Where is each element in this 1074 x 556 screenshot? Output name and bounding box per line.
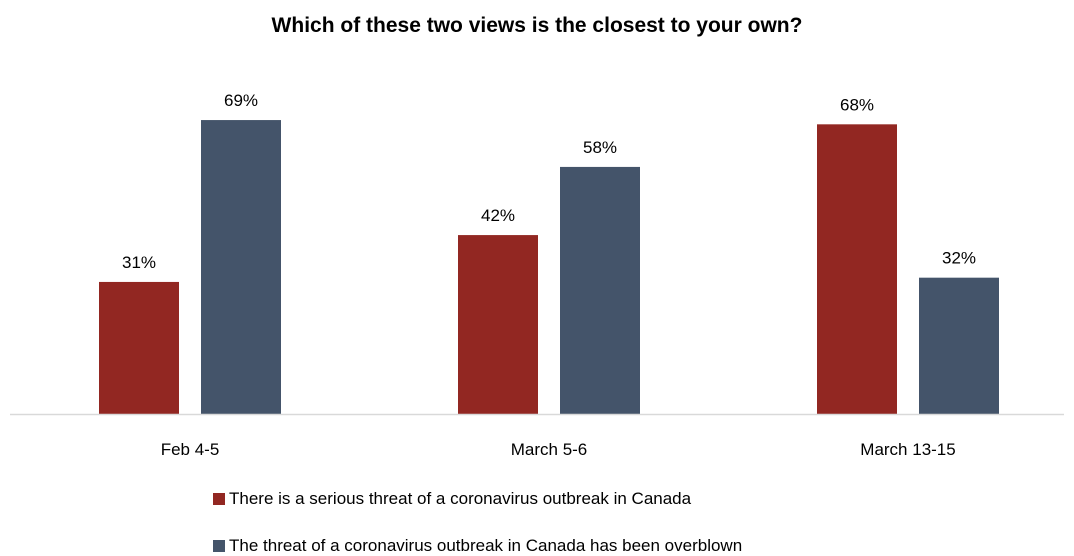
bar-chart: 31% 69% Feb 4-5 42% 58% March 5-6 68% 32% March …: [10, 91, 1064, 459]
x-tick-label-feb-4-5: Feb 4-5: [161, 440, 220, 459]
legend-swatch-serious-threat: [213, 493, 225, 505]
bar-series-0-march-5-6: [458, 235, 538, 414]
legend-label-serious-threat: There is a serious threat of a coronavir…: [229, 489, 692, 508]
x-tick-label-march-13-15: March 13-15: [860, 440, 955, 459]
bar-series-1-march-13-15: [919, 277, 999, 414]
data-label-series-1-march-13-15: 32%: [942, 249, 976, 268]
bar-series-1-march-5-6: [560, 166, 640, 414]
data-label-series-1-feb-4-5: 69%: [224, 91, 258, 110]
data-label-series-0-march-13-15: 68%: [840, 95, 874, 114]
data-label-series-0-feb-4-5: 31%: [122, 253, 156, 272]
legend-item-serious-threat: There is a serious threat of a coronavir…: [213, 489, 691, 509]
bar-series-0-march-13-15: [817, 124, 897, 414]
legend-swatch-overblown: [213, 540, 225, 552]
legend-item-overblown: The threat of a coronavirus outbreak in …: [213, 536, 742, 556]
bar-series-0-feb-4-5: [99, 281, 179, 414]
x-tick-label-march-5-6: March 5-6: [511, 440, 588, 459]
chart-title: Which of these two views is the closest …: [271, 14, 803, 37]
bar-series-1-feb-4-5: [201, 120, 281, 414]
legend-label-overblown: The threat of a coronavirus outbreak in …: [229, 536, 743, 555]
data-label-series-1-march-5-6: 58%: [583, 138, 617, 157]
data-label-series-0-march-5-6: 42%: [481, 206, 515, 225]
